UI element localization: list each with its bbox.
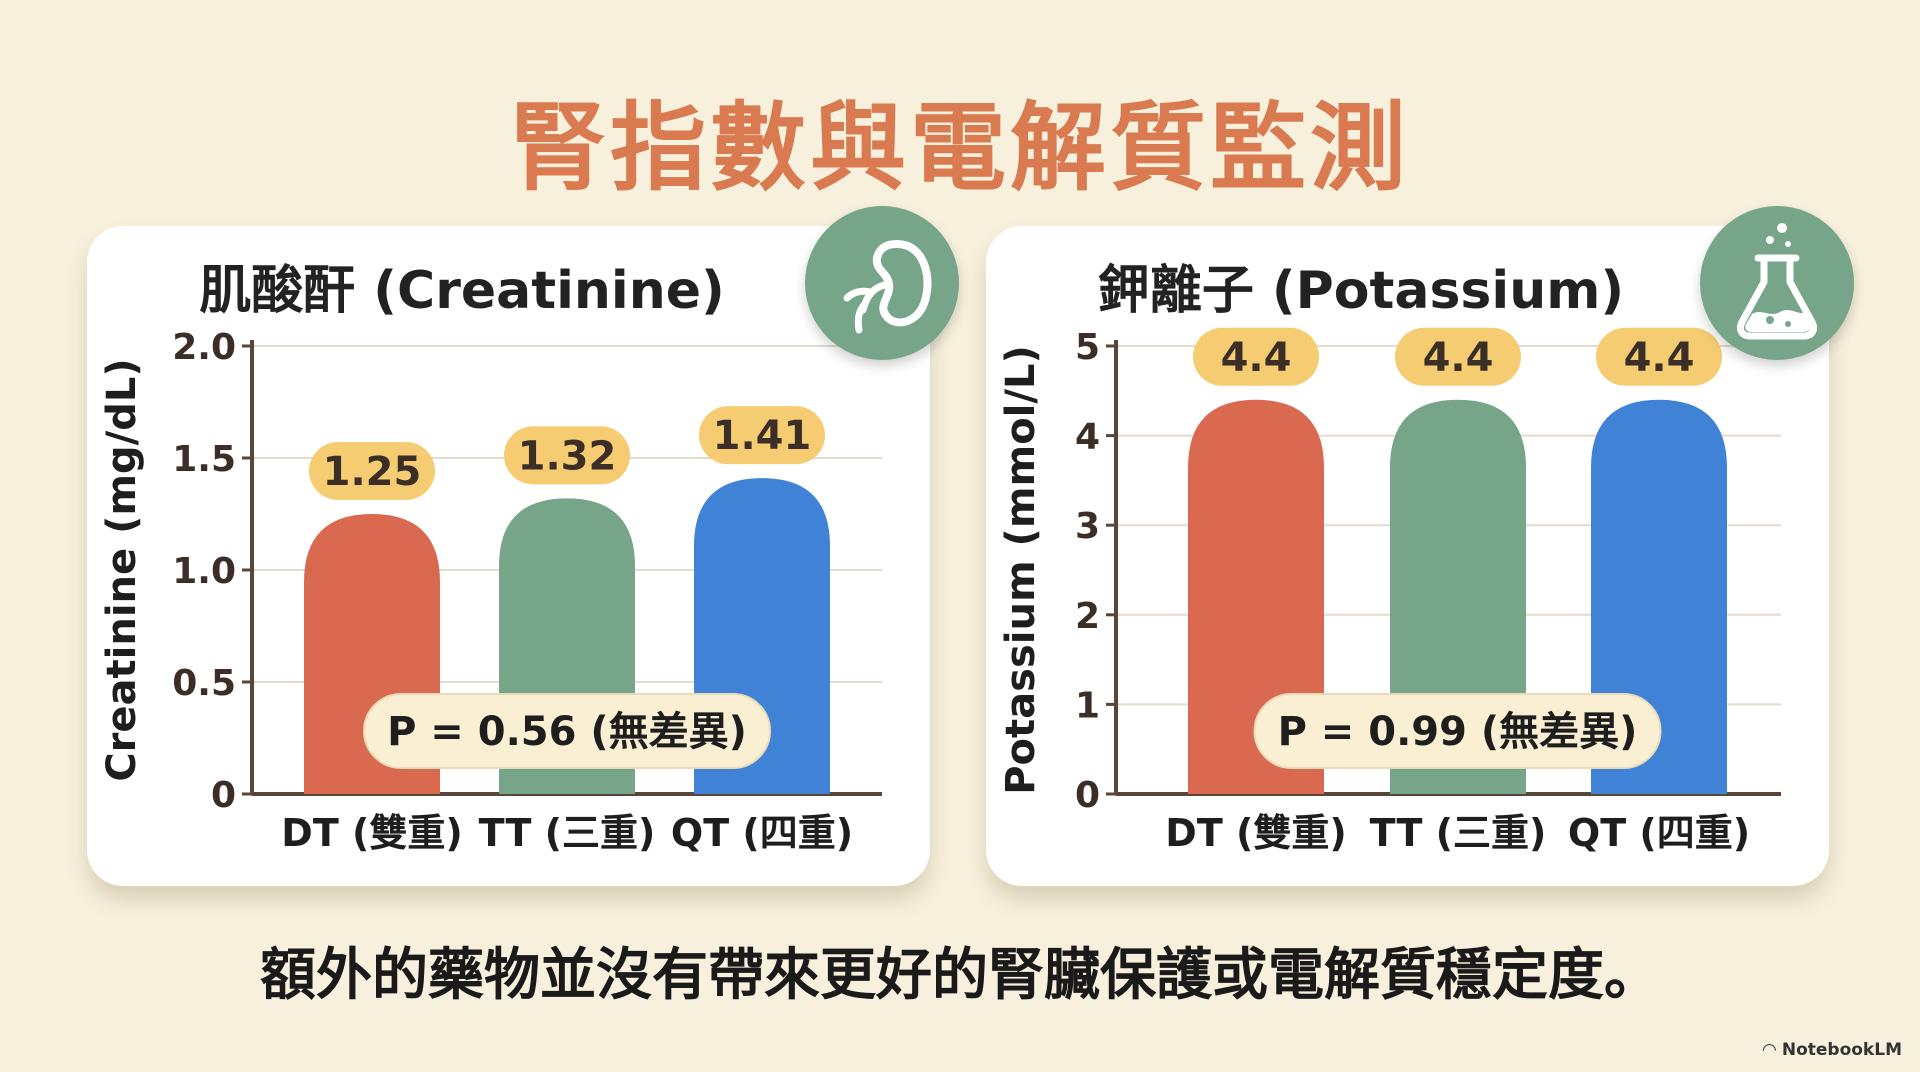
- p-value-pill: [363, 693, 771, 769]
- creatinine-chart-card: 肌酸酐 (Creatinine) 0 0.5 1.0 1.5 2.0 Creatinine…: [87, 226, 930, 886]
- kidney-icon: [805, 206, 959, 360]
- value-label: 1.41: [713, 413, 812, 459]
- y-tick-label: 1: [1075, 685, 1100, 726]
- y-axis-label: Creatinine (mg/dL): [99, 358, 145, 781]
- y-tick-label: 0.5: [172, 663, 236, 704]
- value-label-pill: [504, 426, 630, 485]
- y-tick-label: 1.5: [172, 439, 236, 480]
- category-label: TT (三重): [1370, 811, 1547, 855]
- y-tick-label: 0: [211, 775, 236, 816]
- brand-watermark: ◠ NotebookLM: [1763, 1040, 1902, 1060]
- category-label: QT (四重): [1568, 811, 1750, 855]
- brand-label: NotebookLM: [1781, 1040, 1902, 1060]
- y-tick-label: 2.0: [172, 327, 236, 368]
- y-tick-label: 0: [1075, 775, 1100, 816]
- value-label-pill: [1193, 327, 1319, 386]
- potassium-chart: 0 1 2 3 4 5 Potassium (mmol/L) 4.4 DT (雙重) 4.4 TT …: [998, 327, 1781, 855]
- value-label-pill: [1395, 327, 1521, 386]
- category-label: DT (雙重): [1165, 811, 1346, 855]
- p-value-pill: [1253, 693, 1662, 769]
- y-tick-label: 1.0: [172, 551, 236, 592]
- value-label: 1.25: [323, 449, 422, 495]
- value-label: 4.4: [1423, 335, 1494, 381]
- y-tick-label: 4: [1075, 417, 1100, 458]
- conclusion-text: 額外的藥物並沒有帶來更好的腎臟保護或電解質穩定度。: [260, 943, 1660, 1008]
- potassium-chart-title: 鉀離子 (Potassium): [1097, 261, 1625, 321]
- creatinine-chart-title: 肌酸酐 (Creatinine): [199, 261, 725, 321]
- category-label: TT (三重): [479, 811, 656, 855]
- category-label: DT (雙重): [281, 811, 462, 855]
- category-label: QT (四重): [671, 811, 853, 855]
- value-label-pill: [309, 442, 435, 500]
- p-value-annotation: P = 0.99 (無差異): [1278, 709, 1638, 755]
- y-tick-label: 5: [1075, 327, 1100, 368]
- y-axis-label: Potassium (mmol/L): [998, 345, 1044, 795]
- value-label-pill: [1596, 327, 1722, 386]
- flask-icon: [1700, 206, 1854, 360]
- notebooklm-logo-icon: ◠: [1762, 1040, 1776, 1060]
- creatinine-chart: 0 0.5 1.0 1.5 2.0 Creatinine (mg/dL) 1.25 DT (雙…: [99, 327, 882, 855]
- value-label: 4.4: [1221, 335, 1292, 381]
- y-tick-label: 2: [1075, 596, 1100, 637]
- potassium-chart-card: 鉀離子 (Potassium) 0 1 2 3 4 5 Potassium (mmol/L)…: [986, 226, 1829, 886]
- value-label-pill: [699, 406, 825, 465]
- y-tick-label: 3: [1075, 506, 1100, 547]
- p-value-annotation: P = 0.56 (無差異): [387, 709, 747, 755]
- value-label: 1.32: [518, 433, 617, 479]
- value-label: 4.4: [1624, 335, 1695, 381]
- page-title: 腎指數與電解質監測: [510, 92, 1410, 204]
